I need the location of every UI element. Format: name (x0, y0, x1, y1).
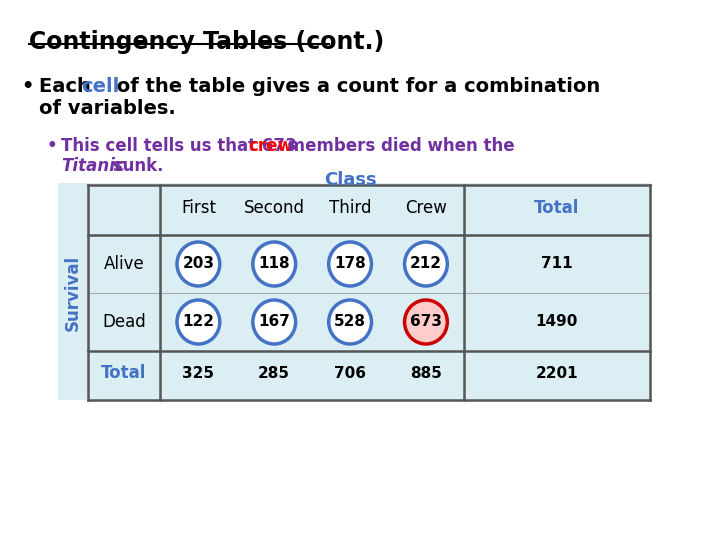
Circle shape (253, 242, 296, 286)
Text: Third: Third (329, 199, 372, 217)
Text: Class: Class (324, 171, 377, 189)
Text: sunk.: sunk. (107, 157, 163, 175)
Text: members died when the: members died when the (282, 137, 515, 155)
Text: crew: crew (248, 137, 293, 155)
Text: Survival: Survival (64, 255, 82, 331)
Text: Each: Each (39, 77, 97, 96)
Text: of the table gives a count for a combination: of the table gives a count for a combina… (110, 77, 600, 96)
Circle shape (177, 300, 220, 344)
Text: 212: 212 (410, 256, 442, 272)
Text: 673: 673 (410, 314, 442, 329)
Circle shape (405, 242, 447, 286)
Text: of variables.: of variables. (39, 99, 176, 118)
Text: cell: cell (81, 77, 119, 96)
Text: Second: Second (244, 199, 305, 217)
Text: 118: 118 (258, 256, 290, 272)
Circle shape (253, 300, 296, 344)
Circle shape (329, 300, 372, 344)
Circle shape (329, 242, 372, 286)
Text: First: First (181, 199, 216, 217)
Text: 167: 167 (258, 314, 290, 329)
Text: Total: Total (534, 199, 580, 217)
Circle shape (177, 242, 220, 286)
Text: •: • (22, 77, 34, 96)
Text: •: • (47, 137, 58, 155)
Text: 1490: 1490 (536, 314, 578, 329)
Text: 285: 285 (258, 366, 290, 381)
FancyBboxPatch shape (58, 183, 649, 400)
Text: Alive: Alive (104, 255, 145, 273)
Circle shape (405, 300, 447, 344)
Text: 203: 203 (182, 256, 215, 272)
Text: 528: 528 (334, 314, 366, 329)
Text: 706: 706 (334, 366, 366, 381)
Text: This cell tells us that 673: This cell tells us that 673 (61, 137, 302, 155)
Text: Total: Total (102, 364, 147, 382)
Text: 325: 325 (182, 366, 215, 381)
Text: 2201: 2201 (536, 366, 578, 381)
Text: 885: 885 (410, 366, 442, 381)
Text: Titanic: Titanic (61, 157, 125, 175)
Text: Crew: Crew (405, 199, 447, 217)
Text: 178: 178 (334, 256, 366, 272)
Text: 122: 122 (182, 314, 215, 329)
Text: 711: 711 (541, 256, 572, 272)
Text: Contingency Tables (cont.): Contingency Tables (cont.) (30, 30, 384, 54)
Text: Dead: Dead (102, 313, 146, 331)
